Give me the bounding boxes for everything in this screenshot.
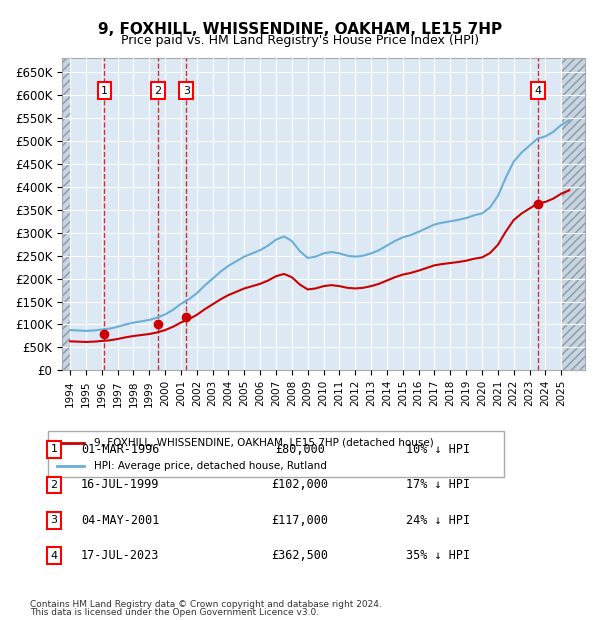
Bar [561, 58, 585, 370]
Text: Contains HM Land Registry data © Crown copyright and database right 2024.: Contains HM Land Registry data © Crown c… [30, 600, 382, 609]
Text: 24% ↓ HPI: 24% ↓ HPI [406, 514, 470, 526]
Text: HPI: Average price, detached house, Rutland: HPI: Average price, detached house, Rutl… [94, 461, 326, 471]
Text: 1: 1 [101, 86, 108, 95]
Bar [62, 58, 70, 370]
Text: Price paid vs. HM Land Registry's House Price Index (HPI): Price paid vs. HM Land Registry's House … [121, 34, 479, 47]
Text: 17% ↓ HPI: 17% ↓ HPI [406, 479, 470, 491]
Text: 4: 4 [50, 551, 58, 560]
Text: 9, FOXHILL, WHISSENDINE, OAKHAM, LE15 7HP: 9, FOXHILL, WHISSENDINE, OAKHAM, LE15 7H… [98, 22, 502, 37]
Text: 35% ↓ HPI: 35% ↓ HPI [406, 549, 470, 562]
Text: 10% ↓ HPI: 10% ↓ HPI [406, 443, 470, 456]
Text: 2: 2 [50, 480, 58, 490]
Text: £117,000: £117,000 [271, 514, 329, 526]
Bar [561, 58, 585, 370]
Text: £80,000: £80,000 [275, 443, 325, 456]
Text: 3: 3 [50, 515, 58, 525]
Text: 04-MAY-2001: 04-MAY-2001 [81, 514, 159, 526]
FancyBboxPatch shape [48, 431, 504, 477]
Text: This data is licensed under the Open Government Licence v3.0.: This data is licensed under the Open Gov… [30, 608, 319, 617]
Bar [62, 58, 70, 370]
Text: £102,000: £102,000 [271, 479, 329, 491]
Text: 16-JUL-1999: 16-JUL-1999 [81, 479, 159, 491]
Text: 17-JUL-2023: 17-JUL-2023 [81, 549, 159, 562]
Text: 01-MAR-1996: 01-MAR-1996 [81, 443, 159, 456]
Text: 1: 1 [50, 445, 58, 454]
Text: 3: 3 [183, 86, 190, 95]
Text: 9, FOXHILL, WHISSENDINE, OAKHAM, LE15 7HP (detached house): 9, FOXHILL, WHISSENDINE, OAKHAM, LE15 7H… [94, 438, 433, 448]
Text: £362,500: £362,500 [271, 549, 329, 562]
Text: 4: 4 [535, 86, 542, 95]
Text: 2: 2 [154, 86, 161, 95]
